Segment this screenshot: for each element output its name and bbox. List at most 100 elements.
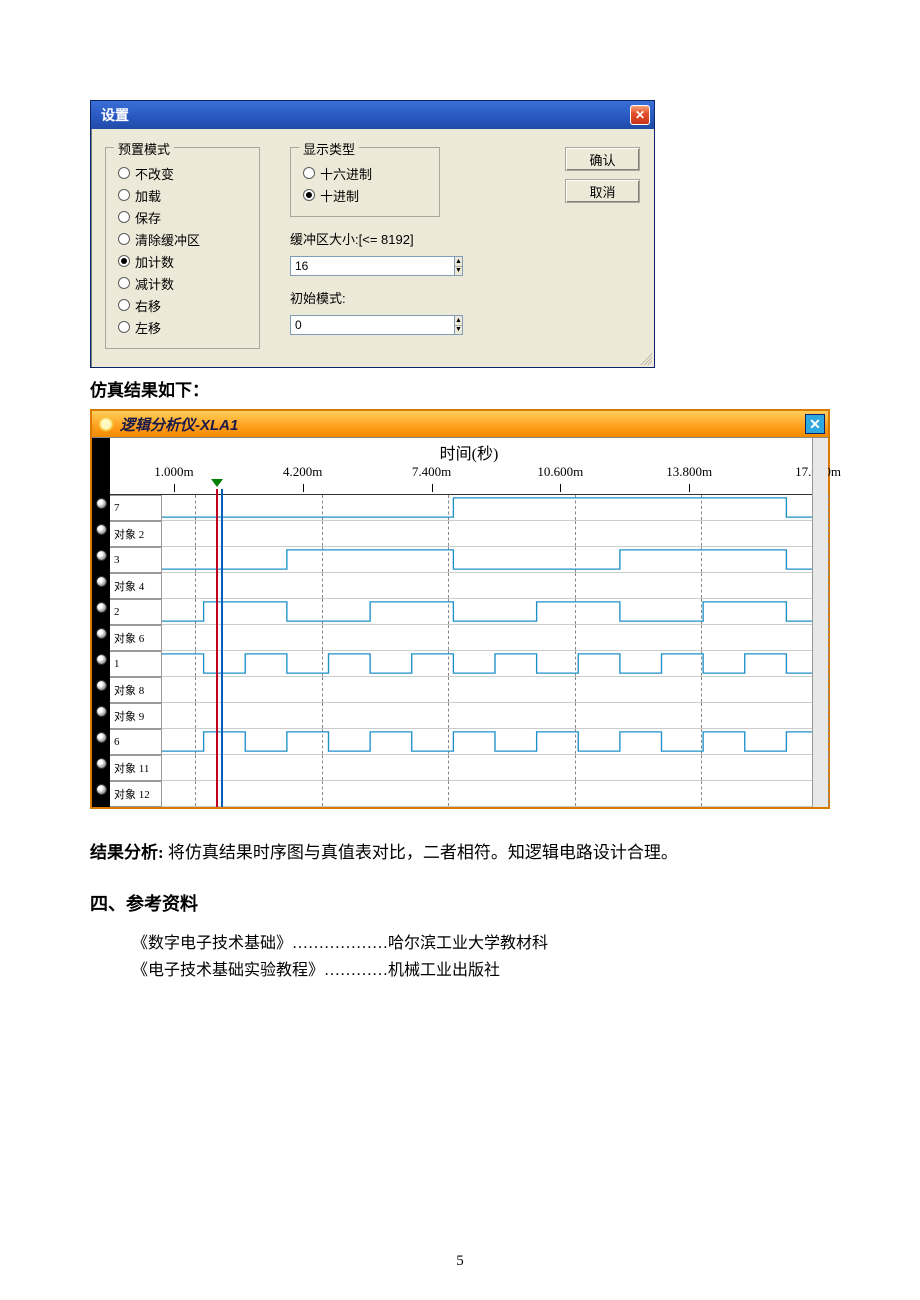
radio-icon[interactable] [118, 233, 130, 245]
waveform-plot[interactable]: 7对象 23对象 42对象 61对象 8对象 96对象 11对象 12 [110, 494, 828, 807]
channel-radio[interactable] [92, 750, 110, 776]
channel-radio[interactable] [92, 698, 110, 724]
cancel-button[interactable]: 取消 [565, 179, 640, 203]
channel-label: 对象 2 [110, 521, 162, 547]
channel-label: 1 [110, 651, 162, 677]
close-icon[interactable]: ✕ [805, 414, 825, 434]
display-type-label: 显示类型 [299, 139, 359, 158]
spinner-down-icon[interactable]: ▼ [455, 326, 462, 335]
cursor-red[interactable] [216, 489, 218, 807]
channel-radio[interactable] [92, 776, 110, 802]
preset-radio-option[interactable]: 不改变 [118, 162, 247, 184]
channel-radio[interactable] [92, 516, 110, 542]
references-list: 《数字电子技术基础》………………哈尔滨工业大学教材科《电子技术基础实验教程》……… [90, 930, 830, 984]
radio-icon[interactable] [303, 167, 315, 179]
channel-waveform [162, 677, 828, 703]
channel-radio-column [92, 438, 110, 807]
spinner-down-icon[interactable]: ▼ [455, 267, 462, 276]
dialog-titlebar[interactable]: 设置 ✕ [91, 101, 654, 129]
initial-mode-label: 初始模式: [290, 288, 445, 307]
preset-radio-option[interactable]: 保存 [118, 206, 247, 228]
radio-icon[interactable] [118, 167, 130, 179]
radio-icon[interactable] [118, 299, 130, 311]
radio-icon[interactable] [118, 255, 130, 267]
channel-radio[interactable] [92, 594, 110, 620]
axis-tick-label: 7.400m [412, 464, 451, 480]
channel-waveform [162, 651, 828, 677]
channel-waveform [162, 729, 828, 755]
buffer-size-spinner[interactable]: ▲ ▼ [290, 256, 445, 276]
radio-dot-icon [96, 732, 107, 743]
display-type-group: 显示类型 十六进制十进制 [290, 147, 440, 217]
channel-label: 对象 9 [110, 703, 162, 729]
analysis-text: 将仿真结果时序图与真值表对比，二者相符。知逻辑电路设计合理。 [168, 843, 678, 862]
la-title: 逻辑分析仪-XLA1 [120, 414, 238, 435]
channel-waveform [162, 495, 828, 521]
channel-waveform [162, 599, 828, 625]
cursor-handle-icon[interactable] [211, 479, 223, 487]
channel-label: 对象 11 [110, 755, 162, 781]
reference-item: 《电子技术基础实验教程》…………机械工业出版社 [132, 957, 830, 984]
buffer-size-label: 缓冲区大小:[<= 8192] [290, 229, 445, 248]
radio-icon[interactable] [118, 277, 130, 289]
reference-item: 《数字电子技术基础》………………哈尔滨工业大学教材科 [132, 930, 830, 957]
result-analysis: 结果分析: 将仿真结果时序图与真值表对比，二者相符。知逻辑电路设计合理。 [90, 839, 830, 866]
channel-radio[interactable] [92, 490, 110, 516]
channel-radio[interactable] [92, 542, 110, 568]
preset-mode-label: 预置模式 [114, 139, 174, 158]
sim-result-caption: 仿真结果如下： [90, 376, 830, 401]
preset-radio-option[interactable]: 左移 [118, 316, 247, 338]
spinner-up-icon[interactable]: ▲ [455, 257, 462, 267]
radio-icon[interactable] [118, 211, 130, 223]
preset-radio-option[interactable]: 清除缓冲区 [118, 228, 247, 250]
radio-icon[interactable] [303, 189, 315, 201]
spinner-up-icon[interactable]: ▲ [455, 316, 462, 326]
preset-radio-option[interactable]: 加计数 [118, 250, 247, 272]
channel-waveform [162, 625, 828, 651]
resize-grip-icon[interactable] [640, 353, 652, 365]
preset-radio-option[interactable]: 减计数 [118, 272, 247, 294]
radio-label: 不改变 [135, 164, 174, 183]
channel-radio[interactable] [92, 568, 110, 594]
channel-waveform [162, 755, 828, 781]
initial-mode-input[interactable] [290, 315, 455, 335]
channel-radio[interactable] [92, 724, 110, 750]
preset-radio-option[interactable]: 加载 [118, 184, 247, 206]
channel-label: 对象 8 [110, 677, 162, 703]
close-icon[interactable]: ✕ [630, 105, 650, 125]
channel-label: 2 [110, 599, 162, 625]
radio-icon[interactable] [118, 321, 130, 333]
display-radio-option[interactable]: 十六进制 [303, 162, 427, 184]
initial-mode-spinner[interactable]: ▲ ▼ [290, 315, 445, 335]
page-number: 5 [0, 1253, 920, 1270]
radio-label: 加载 [135, 186, 161, 205]
analysis-label: 结果分析: [90, 843, 164, 862]
channel-label: 对象 12 [110, 781, 162, 807]
channel-radio[interactable] [92, 646, 110, 672]
display-radio-option[interactable]: 十进制 [303, 184, 427, 206]
radio-dot-icon [96, 680, 107, 691]
channel-waveform [162, 521, 828, 547]
buffer-size-input[interactable] [290, 256, 455, 276]
app-icon [98, 416, 114, 432]
preset-radio-option[interactable]: 右移 [118, 294, 247, 316]
channel-waveform [162, 573, 828, 599]
ok-button[interactable]: 确认 [565, 147, 640, 171]
radio-label: 左移 [135, 318, 161, 337]
channel-radio[interactable] [92, 620, 110, 646]
channel-label: 对象 4 [110, 573, 162, 599]
channel-waveform [162, 781, 828, 807]
channel-waveform [162, 547, 828, 573]
radio-label: 十六进制 [320, 164, 372, 183]
time-axis-label: 时间(秒) [110, 438, 828, 464]
channel-label: 对象 6 [110, 625, 162, 651]
radio-icon[interactable] [118, 189, 130, 201]
channel-radio[interactable] [92, 672, 110, 698]
cursor-blue[interactable] [221, 489, 223, 807]
radio-dot-icon [96, 602, 107, 613]
dialog-title: 设置 [101, 105, 129, 125]
la-titlebar[interactable]: 逻辑分析仪-XLA1 ✕ [92, 411, 828, 437]
radio-label: 加计数 [135, 252, 174, 271]
vertical-scrollbar[interactable] [812, 438, 828, 807]
radio-dot-icon [96, 654, 107, 665]
